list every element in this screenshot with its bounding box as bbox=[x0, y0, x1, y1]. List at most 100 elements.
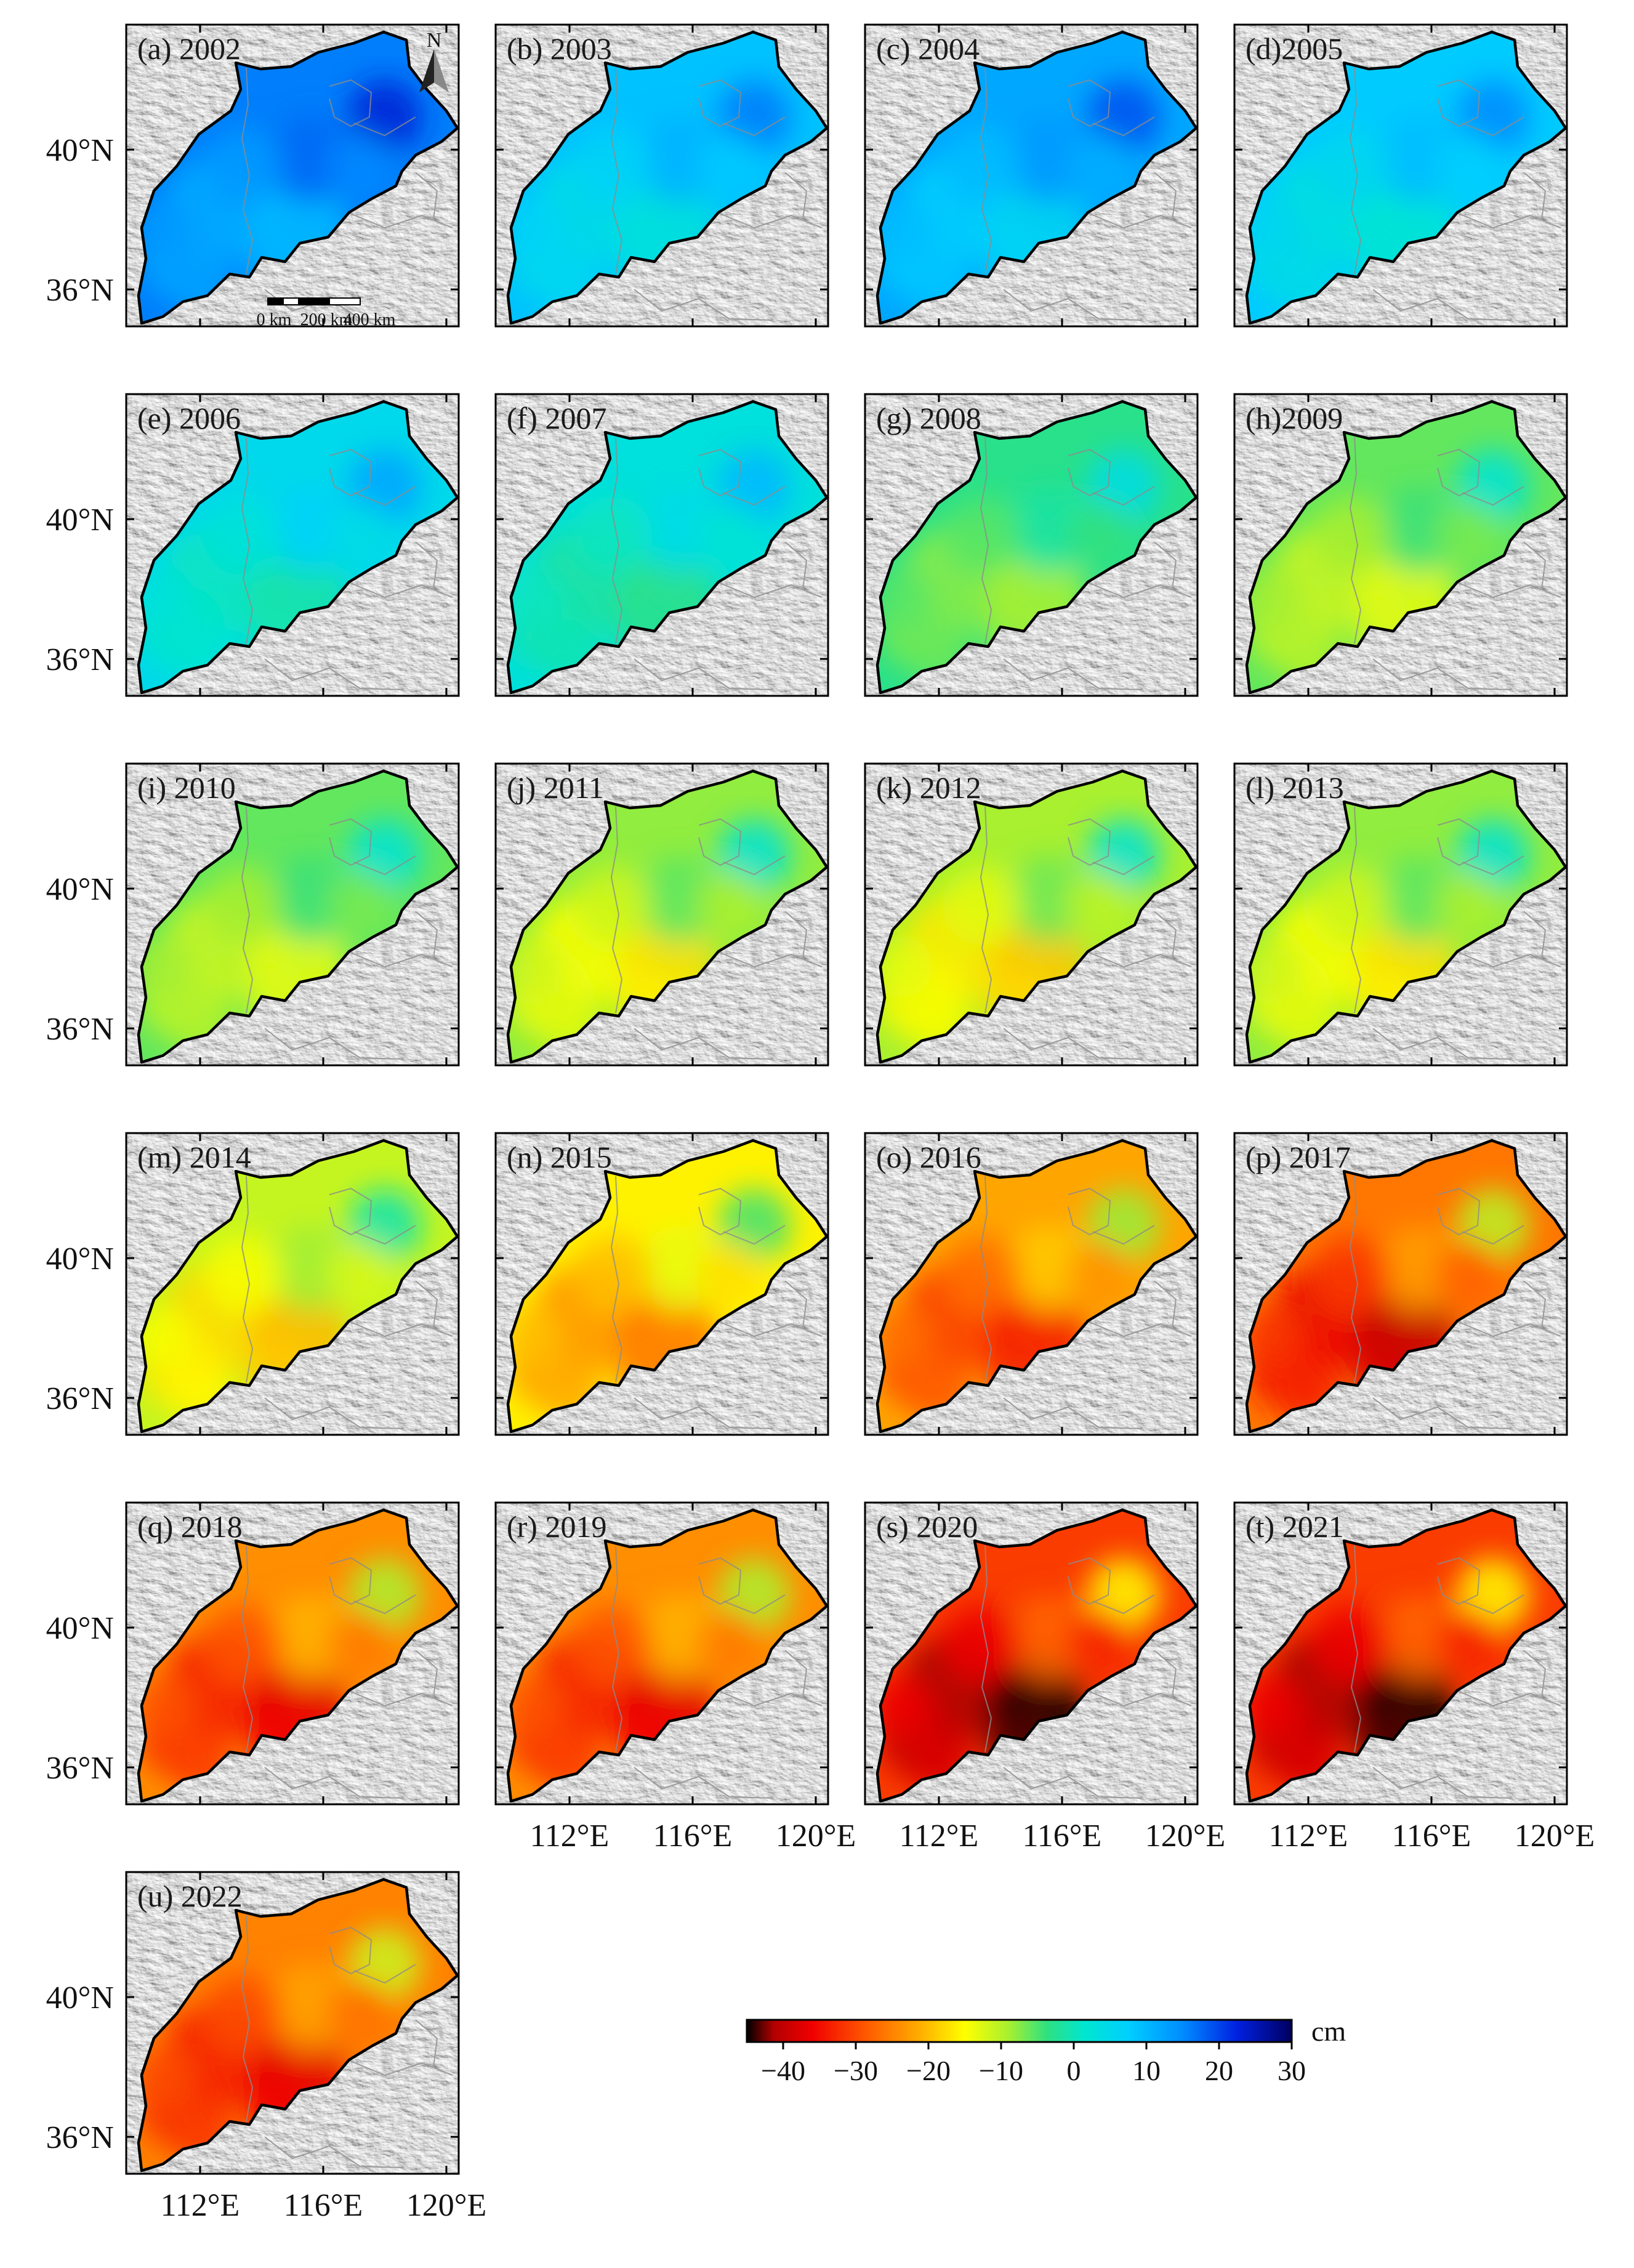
anomaly-patch-5 bbox=[1311, 1604, 1391, 1684]
panel-title: (k) 2012 bbox=[876, 770, 981, 805]
anomaly-patch-9 bbox=[1435, 502, 1502, 570]
anomaly-patch-9 bbox=[696, 1610, 763, 1678]
map-panel-2014: (m) 2014 40°N 36°N bbox=[46, 1133, 459, 1435]
colorbar-tick-label: 0 bbox=[1067, 2055, 1081, 2086]
anomaly-patch-9 bbox=[696, 502, 763, 570]
anomaly-patch-5 bbox=[942, 496, 1022, 576]
panel-title: (b) 2003 bbox=[507, 31, 612, 66]
longitude-label: 120°E bbox=[776, 1818, 856, 1854]
panel-title: (e) 2006 bbox=[137, 401, 241, 435]
anomaly-patch-9 bbox=[1435, 1610, 1502, 1678]
panel-title: (g) 2008 bbox=[876, 401, 981, 435]
longitude-label: 112°E bbox=[161, 2188, 240, 2223]
panel-title: (r) 2019 bbox=[507, 1509, 606, 1544]
map-panel-2007: (f) 2007 bbox=[496, 394, 828, 696]
anomaly-patch-5 bbox=[203, 126, 283, 206]
anomaly-patch-9 bbox=[1435, 871, 1502, 939]
panel-title: (o) 2016 bbox=[876, 1140, 981, 1174]
map-panel-2015: (n) 2015 bbox=[496, 1133, 828, 1435]
panel-title: (q) 2018 bbox=[137, 1509, 243, 1544]
anomaly-patch-9 bbox=[326, 1610, 394, 1678]
anomaly-patch-9 bbox=[696, 132, 763, 200]
latitude-label: 36°N bbox=[46, 273, 114, 308]
anomaly-patch-5 bbox=[203, 1974, 283, 2054]
anomaly-patch-9 bbox=[1065, 1241, 1133, 1309]
anomaly-patch-5 bbox=[942, 1235, 1022, 1315]
map-panel-2006: (e) 2006 40°N 36°N bbox=[46, 394, 459, 696]
panel-title: (a) 2002 bbox=[137, 31, 241, 66]
colorbar-unit: cm bbox=[1311, 2016, 1346, 2047]
panel-title: (d)2005 bbox=[1246, 31, 1343, 66]
panel-title: (m) 2014 bbox=[137, 1140, 251, 1174]
map-panel-2003: (b) 2003 bbox=[496, 25, 828, 326]
anomaly-patch-5 bbox=[203, 1604, 283, 1684]
panel-title: (f) 2007 bbox=[507, 401, 606, 435]
latitude-label: 36°N bbox=[46, 642, 114, 677]
longitude-label: 116°E bbox=[653, 1818, 733, 1854]
panel-title: (u) 2022 bbox=[137, 1879, 243, 1913]
anomaly-patch-9 bbox=[326, 1241, 394, 1309]
scale-bar-label: 0 km bbox=[257, 310, 292, 329]
panel-title: (s) 2020 bbox=[876, 1509, 978, 1544]
anomaly-patch-5 bbox=[1311, 1235, 1391, 1315]
map-panel-2022: (u) 2022 40°N 36°N 112°E 116°E 120°E bbox=[46, 1872, 487, 2223]
map-panel-2013: (l) 2013 bbox=[1234, 764, 1567, 1065]
latitude-label: 40°N bbox=[46, 502, 114, 538]
longitude-label: 112°E bbox=[1269, 1818, 1348, 1854]
longitude-label: 112°E bbox=[530, 1818, 610, 1854]
map-panel-2008: (g) 2008 bbox=[865, 394, 1197, 696]
anomaly-patch-5 bbox=[1311, 126, 1391, 206]
colorbar-tick-label: 20 bbox=[1205, 2055, 1233, 2086]
longitude-label: 116°E bbox=[1023, 1818, 1102, 1854]
latitude-label: 40°N bbox=[46, 133, 114, 168]
map-panel-2018: (q) 2018 40°N 36°N bbox=[46, 1503, 459, 1804]
latitude-label: 40°N bbox=[46, 1241, 114, 1277]
anomaly-patch-5 bbox=[942, 865, 1022, 945]
anomaly-patch-5 bbox=[203, 865, 283, 945]
anomaly-patch-5 bbox=[942, 1604, 1022, 1684]
panel-title: (j) 2011 bbox=[507, 770, 604, 805]
map-panel-2019: (r) 2019 112°E 116°E 120°E bbox=[496, 1503, 856, 1854]
figure: (a) 200240°N36°NN0 km 200 km400 km(b) 200… bbox=[0, 0, 1634, 2268]
map-panel-2016: (o) 2016 bbox=[865, 1133, 1197, 1435]
latitude-label: 40°N bbox=[46, 1611, 114, 1646]
panel-title: (c) 2004 bbox=[876, 31, 980, 66]
anomaly-patch-5 bbox=[1311, 496, 1391, 576]
latitude-label: 36°N bbox=[46, 1751, 114, 1786]
anomaly-patch-9 bbox=[1065, 132, 1133, 200]
latitude-label: 40°N bbox=[46, 1980, 114, 2016]
anomaly-patch-5 bbox=[573, 1604, 653, 1684]
anomaly-patch-9 bbox=[1435, 1241, 1502, 1309]
map-panel-2005: (d)2005 bbox=[1234, 25, 1567, 326]
latitude-label: 36°N bbox=[46, 1381, 114, 1416]
anomaly-patch-9 bbox=[326, 132, 394, 200]
panel-title: (i) 2010 bbox=[137, 770, 236, 805]
colorbar-tick-label: −20 bbox=[906, 2055, 951, 2086]
longitude-label: 112°E bbox=[900, 1818, 979, 1854]
panel-title: (p) 2017 bbox=[1246, 1140, 1351, 1174]
panel-title: (n) 2015 bbox=[507, 1140, 612, 1174]
colorbar-tick-label: −30 bbox=[834, 2055, 878, 2086]
anomaly-patch-5 bbox=[942, 126, 1022, 206]
anomaly-patch-9 bbox=[1065, 502, 1133, 570]
longitude-label: 120°E bbox=[406, 2188, 487, 2223]
anomaly-patch-9 bbox=[696, 871, 763, 939]
longitude-label: 120°E bbox=[1145, 1818, 1226, 1854]
colorbar: −40 −30 −20 −10 0 10 20 30 cm bbox=[747, 2016, 1346, 2086]
map-panel-2017: (p) 2017 bbox=[1234, 1133, 1567, 1435]
anomaly-patch-5 bbox=[1311, 865, 1391, 945]
map-panel-2021: (t) 2021112°E 116°E 120°E bbox=[1234, 1503, 1595, 1854]
anomaly-patch-9 bbox=[696, 1241, 763, 1309]
colorbar-gradient bbox=[747, 2020, 1292, 2042]
map-panel-2020: (s) 2020 112°E 116°E 120°E bbox=[865, 1503, 1225, 1854]
anomaly-patch-9 bbox=[326, 1980, 394, 2048]
panel-title: (h)2009 bbox=[1246, 401, 1343, 435]
anomaly-patch-9 bbox=[326, 502, 394, 570]
map-panel-2009: (h)2009 bbox=[1234, 394, 1567, 696]
longitude-label: 116°E bbox=[1392, 1818, 1471, 1854]
anomaly-patch-5 bbox=[573, 126, 653, 206]
longitude-label: 120°E bbox=[1515, 1818, 1595, 1854]
anomaly-patch-9 bbox=[1435, 132, 1502, 200]
anomaly-patch-9 bbox=[1065, 1610, 1133, 1678]
